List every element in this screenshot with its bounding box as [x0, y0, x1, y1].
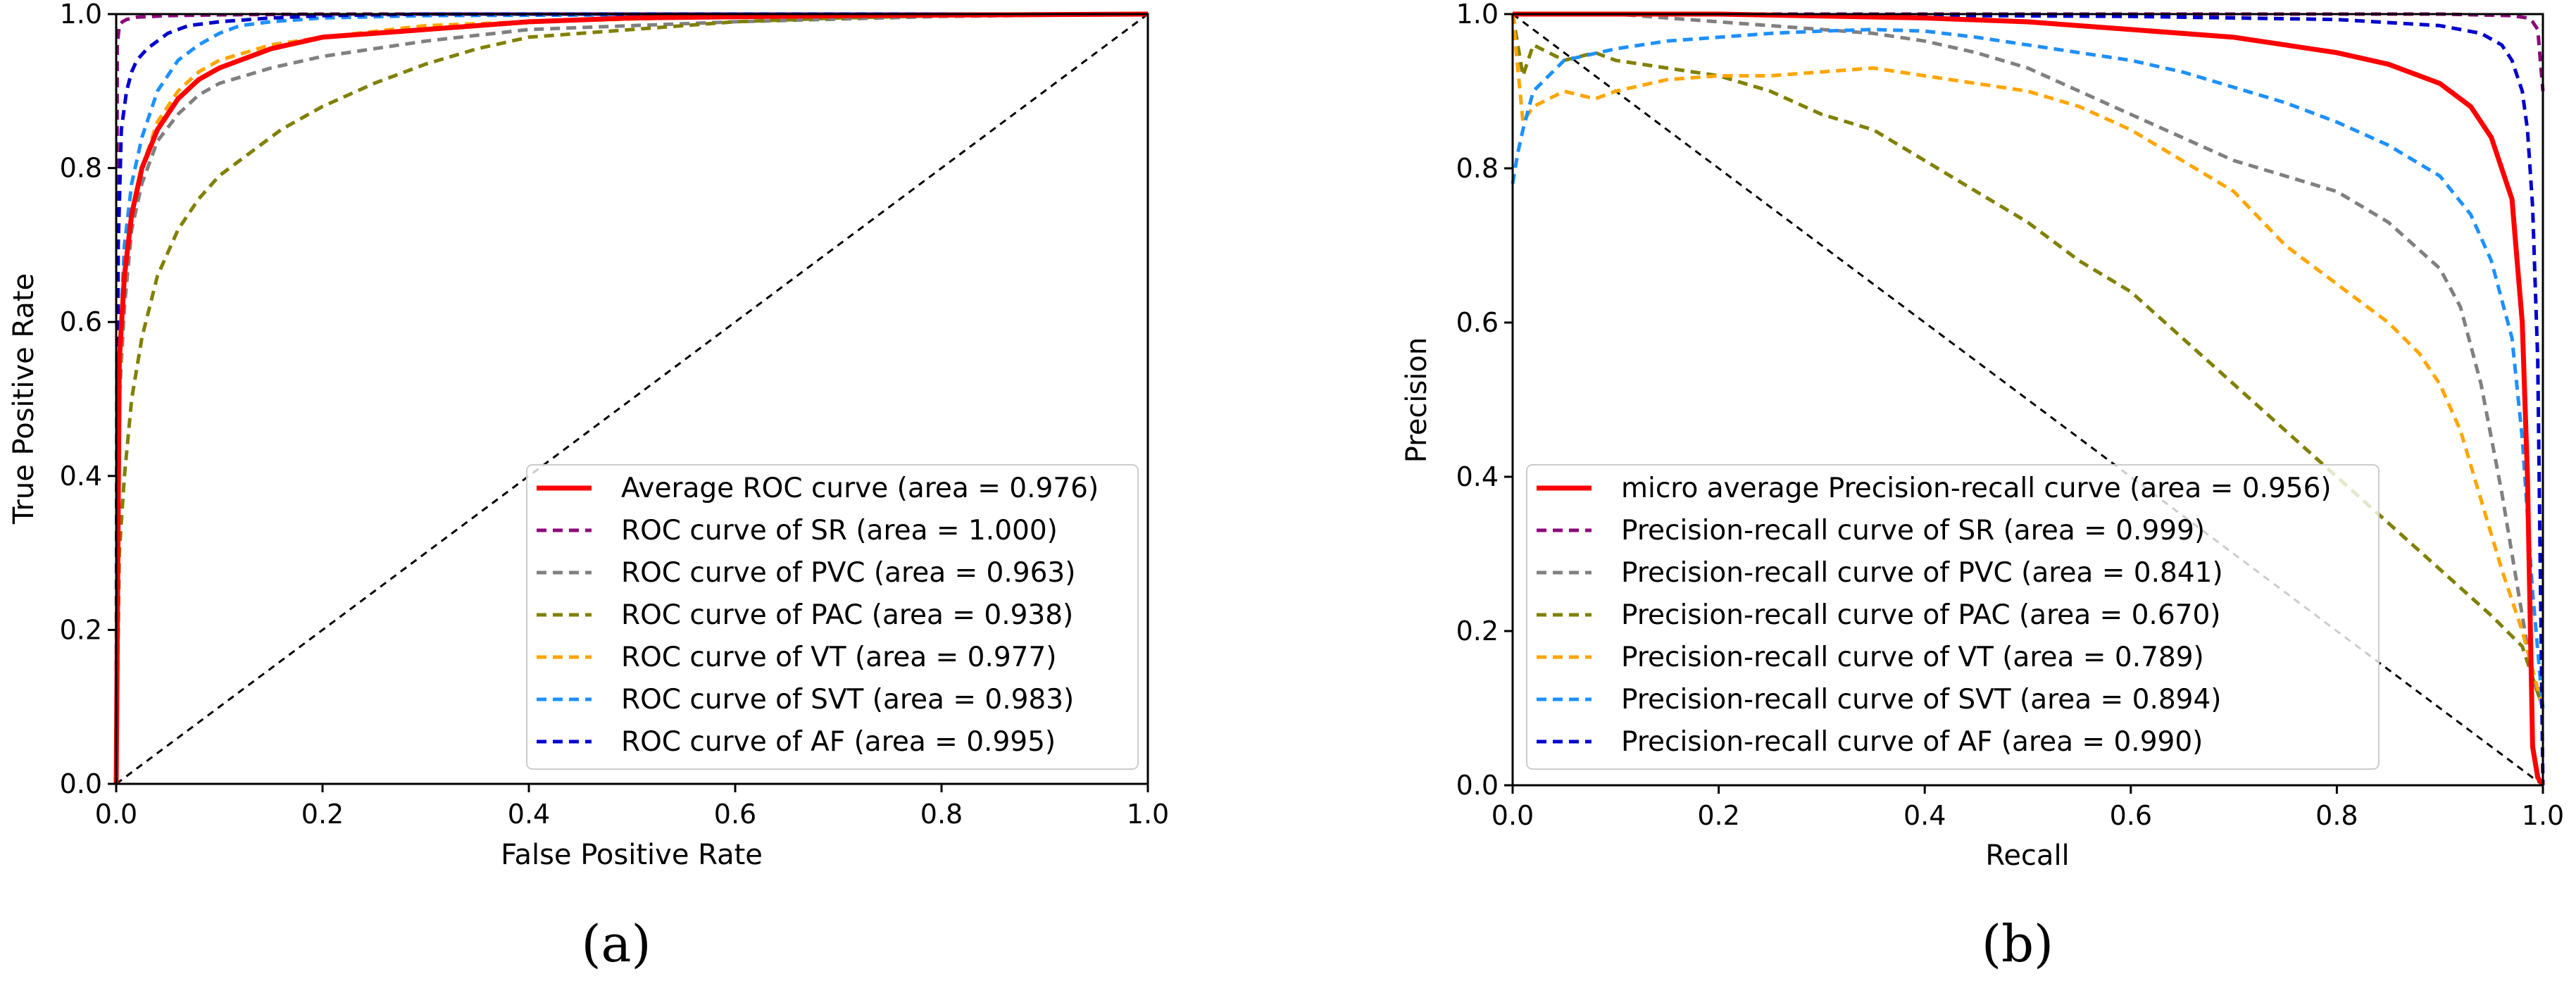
- pr-x-axis-label: Recall: [1985, 840, 2069, 872]
- roc-legend-entry: ROC curve of PAC (area = 0.938): [621, 599, 1073, 631]
- pr-series-line: [1513, 12, 2545, 709]
- roc-series-line: [114, 12, 1149, 785]
- pr-series-line: [1513, 11, 2545, 787]
- pr-legend-entry: Precision-recall curve of SVT (area = 0.…: [1621, 684, 2222, 716]
- roc-x-tick-label: 0.6: [714, 799, 756, 830]
- roc-series-line: [114, 12, 1149, 785]
- pr-x-tick-label: 0.0: [1492, 800, 1534, 831]
- roc-plot-frame: [115, 13, 1149, 785]
- pr-legend-entry: Precision-recall curve of SR (area = 0.9…: [1621, 515, 2205, 547]
- pr-series-line: [1511, 13, 2545, 709]
- pr-series-line: [1511, 27, 2545, 709]
- pr-y-tick-label: 1.0: [1456, 0, 1499, 30]
- pr-series-line: [1512, 12, 2545, 786]
- roc-legend-entry: Average ROC curve (area = 0.976): [621, 473, 1099, 504]
- pr-y-tick-label: 0.2: [1456, 616, 1499, 647]
- roc-legend-entry: ROC curve of AF (area = 0.995): [621, 726, 1056, 758]
- pr-y-tick-label: 0.6: [1456, 307, 1499, 338]
- pr-series-line: [1511, 13, 2545, 709]
- roc-x-tick-label: 0.0: [95, 799, 137, 830]
- pr-legend-box: [1526, 464, 2380, 770]
- roc-x-tick-label: 0.8: [920, 799, 963, 830]
- pr-axis-ticks: 0.0 0.2 0.4 0.6 0.8 1.0 0.0 0.2 0.4 0.6 0.8 1.0: [1456, 0, 2565, 831]
- pr-panel-label: (b): [1982, 914, 2053, 973]
- pr-x-tick-label: 0.4: [1903, 800, 1946, 831]
- roc-y-tick-label: 0.8: [60, 153, 102, 184]
- roc-legend-box: [526, 464, 1139, 770]
- pr-y-tick-label: 0.0: [1456, 770, 1499, 801]
- roc-y-tick-label: 0.2: [60, 614, 102, 645]
- roc-x-axis-label: False Positive Rate: [501, 839, 763, 871]
- roc-series-line: [113, 11, 1149, 785]
- pr-y-tick-label: 0.4: [1456, 461, 1499, 492]
- roc-y-tick-label: 1.0: [60, 0, 102, 30]
- roc-series-layer: [113, 11, 1149, 785]
- pr-x-tick-label: 1.0: [2522, 800, 2564, 831]
- roc-chart-panel: 0.0 0.2 0.4 0.6 0.8 1.0 0.0 0.2 0.4 0.6 0.8 1.0 Fal…: [8, 0, 1169, 973]
- roc-x-tick-label: 0.2: [301, 799, 344, 830]
- pr-x-tick-label: 0.2: [1697, 800, 1739, 831]
- pr-legend-entry: Precision-recall curve of VT (area = 0.7…: [1621, 642, 2204, 673]
- roc-y-tick-label: 0.6: [60, 306, 102, 337]
- pr-legend-entry: Precision-recall curve of PVC (area = 0.…: [1621, 557, 2223, 589]
- roc-y-tick-label: 0.0: [60, 768, 102, 799]
- pr-y-tick-label: 0.8: [1456, 153, 1499, 184]
- pr-legend-entry: Precision-recall curve of AF (area = 0.9…: [1621, 726, 2203, 758]
- pr-legend-entry: Precision-recall curve of PAC (area = 0.…: [1621, 599, 2221, 631]
- pr-y-axis-label: Precision: [1401, 337, 1433, 463]
- roc-legend: Average ROC curve (area = 0.976) ROC curv…: [526, 464, 1139, 770]
- roc-legend-entry: ROC curve of SVT (area = 0.983): [621, 684, 1074, 716]
- roc-legend-entry: ROC curve of SR (area = 1.000): [621, 515, 1058, 547]
- roc-legend-entry: ROC curve of PVC (area = 0.963): [621, 557, 1075, 589]
- pr-legend-entry: micro average Precision-recall curve (ar…: [1621, 473, 2332, 504]
- pr-plot-frame: [1511, 13, 2544, 787]
- pr-x-tick-label: 0.8: [2315, 800, 2358, 831]
- pr-x-tick-label: 0.6: [2110, 800, 2152, 831]
- pr-legend: micro average Precision-recall curve (ar…: [1526, 464, 2380, 770]
- roc-axis-ticks: 0.0 0.2 0.4 0.6 0.8 1.0 0.0 0.2 0.4 0.6 0.8 1.0: [60, 0, 1170, 830]
- roc-y-tick-label: 0.4: [60, 461, 102, 492]
- roc-y-axis-label: True Positive Rate: [8, 273, 40, 525]
- roc-legend-entry: ROC curve of VT (area = 0.977): [621, 642, 1057, 673]
- pr-chart-panel: 0.0 0.2 0.4 0.6 0.8 1.0 0.0 0.2 0.4 0.6 0.8 1.0 Rec…: [1401, 0, 2564, 973]
- roc-panel-label: (a): [581, 914, 651, 973]
- roc-series-line: [114, 12, 1148, 785]
- roc-x-tick-label: 0.4: [508, 799, 550, 830]
- roc-x-tick-label: 1.0: [1127, 799, 1169, 830]
